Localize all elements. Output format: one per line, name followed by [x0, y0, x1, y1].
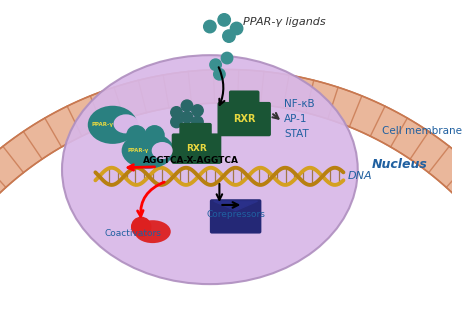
Text: DNA: DNA [348, 171, 373, 181]
Circle shape [132, 217, 151, 236]
Text: Cell membrane: Cell membrane [382, 126, 462, 136]
Circle shape [145, 126, 164, 145]
Text: PPAR-γ: PPAR-γ [91, 122, 113, 127]
Ellipse shape [113, 114, 138, 133]
Text: PPAR-γ ligands: PPAR-γ ligands [243, 17, 326, 27]
Circle shape [181, 100, 193, 111]
Circle shape [192, 116, 203, 128]
Circle shape [192, 105, 203, 116]
Text: Corepressors: Corepressors [206, 210, 265, 219]
Text: AGGTCA-X-AGGTCA: AGGTCA-X-AGGTCA [143, 156, 239, 165]
Circle shape [214, 69, 225, 80]
Ellipse shape [62, 55, 358, 284]
Circle shape [210, 59, 221, 71]
Circle shape [171, 107, 182, 118]
FancyBboxPatch shape [218, 102, 271, 136]
Circle shape [221, 52, 233, 64]
Text: RXR: RXR [233, 114, 255, 124]
Ellipse shape [88, 106, 137, 144]
Text: PPAR-γ: PPAR-γ [128, 148, 149, 153]
Circle shape [230, 22, 243, 35]
Circle shape [223, 30, 235, 42]
Polygon shape [0, 70, 474, 293]
Ellipse shape [135, 220, 171, 243]
FancyBboxPatch shape [229, 90, 259, 108]
Ellipse shape [122, 133, 174, 169]
Circle shape [127, 126, 146, 145]
Circle shape [171, 116, 182, 128]
Text: Coactivators: Coactivators [105, 229, 162, 238]
Text: Nucleus: Nucleus [372, 158, 428, 171]
Polygon shape [214, 201, 257, 211]
Ellipse shape [152, 142, 173, 159]
FancyBboxPatch shape [210, 199, 261, 234]
Circle shape [204, 20, 216, 33]
Circle shape [181, 111, 193, 123]
FancyBboxPatch shape [179, 123, 212, 139]
Circle shape [218, 14, 230, 26]
Text: NF-κB
AP-1
STAT: NF-κB AP-1 STAT [284, 99, 315, 139]
Text: RXR: RXR [186, 144, 207, 153]
FancyBboxPatch shape [172, 133, 221, 164]
